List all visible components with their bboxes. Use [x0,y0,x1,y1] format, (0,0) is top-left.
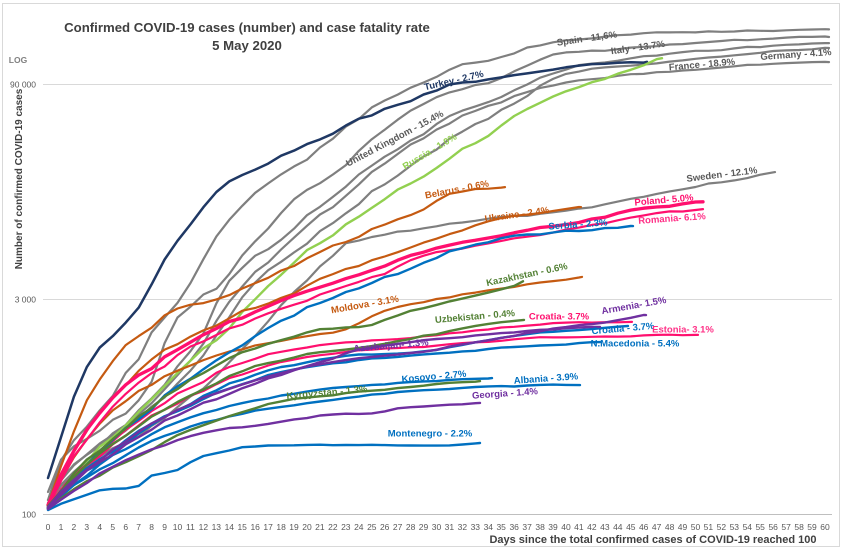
svg-text:Georgia - 1.4%: Georgia - 1.4% [472,386,539,402]
svg-text:43: 43 [600,522,610,532]
svg-text:16: 16 [250,522,260,532]
svg-text:45: 45 [626,522,636,532]
svg-text:13: 13 [212,522,222,532]
svg-text:20: 20 [302,522,312,532]
svg-text:46: 46 [639,522,649,532]
svg-text:55: 55 [755,522,765,532]
svg-text:6: 6 [123,522,128,532]
svg-text:56: 56 [768,522,778,532]
svg-text:25: 25 [367,522,377,532]
svg-text:49: 49 [678,522,688,532]
svg-text:23: 23 [341,522,351,532]
svg-text:8: 8 [149,522,154,532]
svg-text:36: 36 [509,522,519,532]
svg-text:50: 50 [691,522,701,532]
svg-text:27: 27 [393,522,403,532]
svg-text:Albania - 3.9%: Albania - 3.9% [513,371,579,387]
svg-text:3 000: 3 000 [15,295,37,305]
svg-text:42: 42 [587,522,597,532]
svg-text:Estonia- 3.1%: Estonia- 3.1% [652,325,714,336]
svg-text:Montenegro - 2.2%: Montenegro - 2.2% [388,429,473,440]
svg-text:44: 44 [613,522,623,532]
svg-text:1: 1 [59,522,64,532]
svg-text:Romania- 6.1%: Romania- 6.1% [638,211,707,227]
svg-text:21: 21 [315,522,325,532]
svg-text:26: 26 [380,522,390,532]
svg-text:19: 19 [289,522,299,532]
svg-text:52: 52 [717,522,727,532]
svg-text:4: 4 [97,522,102,532]
svg-text:5: 5 [110,522,115,532]
svg-text:51: 51 [704,522,714,532]
svg-text:35: 35 [496,522,506,532]
svg-text:Serbia - 2.3%: Serbia - 2.3% [548,217,608,232]
svg-text:59: 59 [807,522,817,532]
svg-text:0: 0 [46,522,51,532]
svg-text:100: 100 [22,510,36,520]
svg-text:N.Macedonia - 5.4%: N.Macedonia - 5.4% [591,339,680,350]
svg-text:38: 38 [535,522,545,532]
svg-text:Number of confirmed COVID-19 c: Number of confirmed COVID-19 cases [14,88,25,269]
svg-text:54: 54 [743,522,753,532]
svg-text:14: 14 [225,522,235,532]
svg-text:47: 47 [652,522,662,532]
svg-text:LOG: LOG [9,55,28,65]
svg-text:32: 32 [458,522,468,532]
svg-text:5 May 2020: 5 May 2020 [212,38,282,53]
svg-text:Confirmed COVID-19 cases (numb: Confirmed COVID-19 cases (number) and ca… [64,20,430,35]
svg-text:24: 24 [354,522,364,532]
svg-text:39: 39 [548,522,558,532]
svg-text:48: 48 [665,522,675,532]
svg-text:Croatia- 3.7%: Croatia- 3.7% [529,312,590,323]
svg-text:9: 9 [162,522,167,532]
svg-text:31: 31 [445,522,455,532]
svg-text:Days since the total confirmed: Days since the total confirmed cases of … [489,534,816,546]
svg-text:18: 18 [276,522,286,532]
svg-text:30: 30 [432,522,442,532]
svg-text:57: 57 [781,522,791,532]
svg-text:15: 15 [237,522,247,532]
svg-text:29: 29 [419,522,429,532]
svg-text:37: 37 [522,522,532,532]
svg-text:33: 33 [471,522,481,532]
svg-text:34: 34 [484,522,494,532]
svg-text:10: 10 [173,522,183,532]
svg-text:60: 60 [820,522,830,532]
svg-text:58: 58 [794,522,804,532]
svg-text:22: 22 [328,522,338,532]
svg-text:28: 28 [406,522,416,532]
svg-text:12: 12 [199,522,209,532]
svg-text:Germany - 4.1%: Germany - 4.1% [760,47,832,63]
svg-text:11: 11 [186,522,195,532]
svg-text:7: 7 [136,522,141,532]
svg-text:41: 41 [574,522,584,532]
svg-text:40: 40 [561,522,571,532]
svg-text:17: 17 [263,522,273,532]
svg-text:2: 2 [72,522,77,532]
svg-text:3: 3 [84,522,89,532]
svg-text:90 000: 90 000 [10,80,36,90]
svg-text:53: 53 [730,522,740,532]
svg-text:Poland- 5.0%: Poland- 5.0% [634,192,694,208]
